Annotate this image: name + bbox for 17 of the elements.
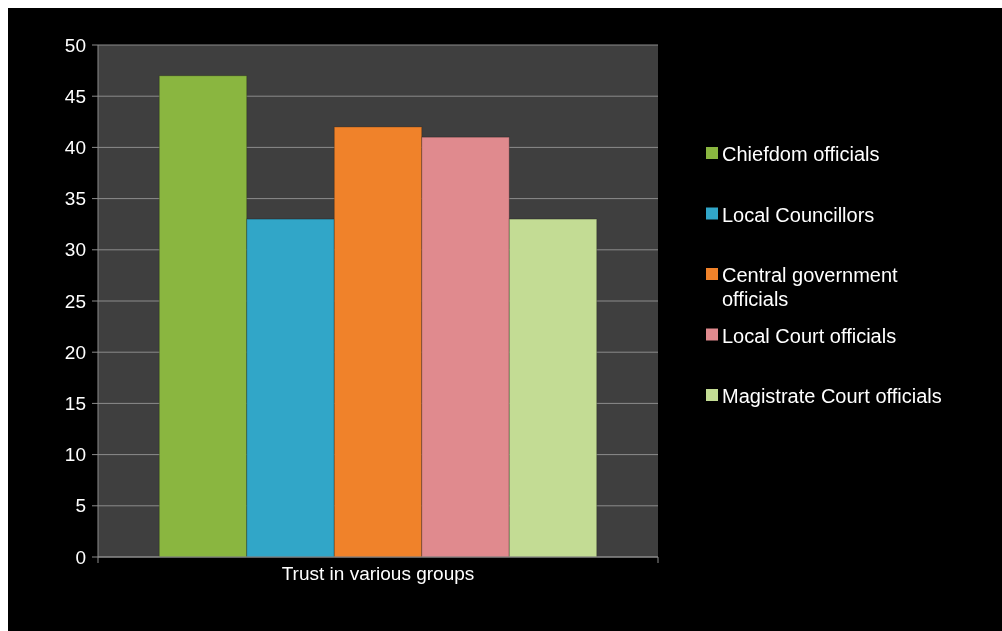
legend-label: Local Court officials bbox=[722, 324, 897, 347]
legend-label: Local Councillors bbox=[722, 203, 875, 226]
y-tick-label: 10 bbox=[64, 444, 86, 466]
legend-label: Magistrate Court officials bbox=[722, 385, 942, 407]
y-tick-label: 5 bbox=[75, 495, 86, 517]
y-tick-label: 30 bbox=[64, 239, 86, 261]
y-tick-label: 25 bbox=[64, 290, 86, 312]
y-tick-label: 35 bbox=[64, 188, 86, 210]
legend-label: Central government officials bbox=[722, 264, 899, 310]
y-tick-label: 50 bbox=[64, 34, 86, 56]
y-tick-label: 0 bbox=[75, 546, 86, 568]
y-tick-label: 40 bbox=[64, 137, 86, 159]
y-tick-label: 45 bbox=[64, 85, 86, 107]
x-tick-label: Trust in various groups bbox=[281, 563, 475, 584]
y-tick-label: 15 bbox=[64, 393, 86, 415]
y-tick-label: 20 bbox=[64, 341, 86, 363]
legend-label: Chiefdom officials bbox=[722, 143, 880, 165]
